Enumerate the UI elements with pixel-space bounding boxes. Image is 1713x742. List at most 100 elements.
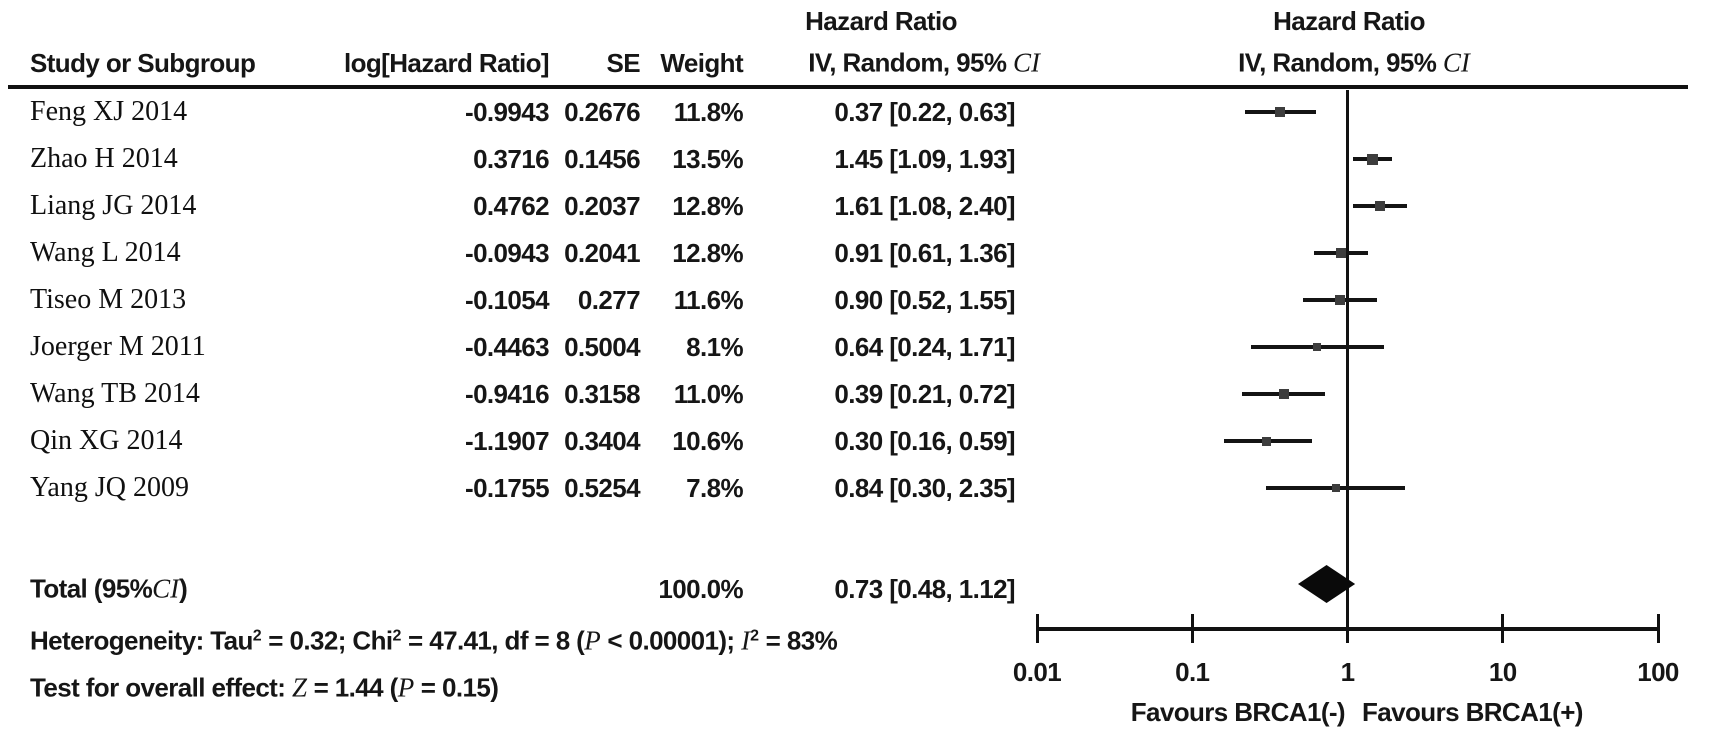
log-hr-value: -0.4463	[465, 332, 550, 362]
ci-value: 0.91 [0.61, 1.36]	[834, 238, 1015, 268]
text-segment: Z	[291, 672, 307, 703]
study-label: Qin XG 2014	[30, 425, 183, 456]
total-label: Total (95%CI)	[30, 573, 188, 604]
col-header-loghr: log[Hazard Ratio]	[343, 48, 550, 78]
log-hr-value: -0.9416	[465, 379, 550, 409]
study-label: Zhao H 2014	[30, 143, 178, 174]
text-segment: = 47.41, df = 8 (	[401, 625, 585, 656]
header-rule	[8, 85, 1688, 89]
effect-square	[1335, 295, 1346, 305]
plot-effect-title: Hazard Ratio	[1273, 6, 1425, 36]
total-weight: 100.0%	[658, 574, 743, 604]
study-label: Wang TB 2014	[30, 378, 200, 409]
col-header-study: Study or Subgroup	[30, 48, 256, 78]
log-hr-value: 0.3716	[473, 144, 550, 174]
col-header-method-plot: IV, Random, 95% CI	[1238, 47, 1470, 78]
study-label: Joerger M 2011	[30, 331, 206, 362]
se-value: 0.2037	[564, 191, 641, 221]
tick-label: 10	[1488, 657, 1517, 687]
tick-label: 1	[1340, 657, 1355, 687]
tick-label: 0.1	[1175, 657, 1210, 687]
text-segment: CI	[152, 573, 180, 604]
weight-value: 12.8%	[672, 191, 743, 221]
study-label: Wang L 2014	[30, 237, 181, 268]
se-value: 0.277	[577, 285, 641, 315]
se-value: 0.3158	[564, 379, 641, 409]
ci-value: 0.84 [0.30, 2.35]	[834, 473, 1015, 503]
se-value: 0.2041	[564, 238, 641, 268]
tick-label: 0.01	[1012, 657, 1062, 687]
text-segment: Heterogeneity: Tau	[30, 625, 253, 656]
log-hr-value: 0.4762	[473, 191, 550, 221]
weight-value: 10.6%	[672, 426, 743, 456]
se-value: 0.3404	[564, 426, 641, 456]
text-segment: = 1.44 (	[306, 672, 399, 703]
effect-square	[1331, 484, 1340, 492]
text-segment: IV, Random, 95%	[1238, 47, 1443, 78]
heterogeneity-text: Heterogeneity: Tau2 = 0.32; Chi2 = 47.41…	[30, 625, 838, 656]
weight-value: 12.8%	[672, 238, 743, 268]
effect-square	[1374, 201, 1385, 211]
weight-value: 11.0%	[673, 379, 744, 409]
ci-value: 0.90 [0.52, 1.55]	[834, 285, 1015, 315]
text-segment: P	[584, 625, 601, 656]
ci-value: 1.61 [1.08, 2.40]	[834, 191, 1015, 221]
study-label: Feng XJ 2014	[30, 96, 188, 127]
effect-square	[1275, 107, 1286, 117]
log-hr-value: -0.1755	[465, 473, 550, 503]
text-segment: = 0.32; Chi	[261, 625, 393, 656]
text-segment: 2	[750, 627, 760, 645]
effect-square	[1261, 436, 1271, 446]
weight-value: 11.8%	[673, 97, 744, 127]
text-segment: = 0.15)	[414, 672, 499, 703]
weight-value: 7.8%	[686, 473, 743, 503]
log-hr-value: -0.0943	[465, 238, 550, 268]
axis-tick	[1656, 614, 1660, 643]
table-effect-title: Hazard Ratio	[805, 6, 957, 36]
favours-left-label: Favours BRCA1(-)	[1130, 697, 1346, 727]
weight-value: 11.6%	[673, 285, 744, 315]
text-segment: < 0.00001);	[600, 625, 742, 656]
text-segment: CI	[1013, 47, 1040, 78]
ci-value: 1.45 [1.09, 1.93]	[834, 144, 1015, 174]
text-segment: IV, Random, 95%	[808, 47, 1013, 78]
se-value: 0.5254	[564, 473, 641, 503]
study-label: Tiseo M 2013	[30, 284, 187, 315]
ci-value: 0.39 [0.21, 0.72]	[834, 379, 1015, 409]
effect-square	[1313, 343, 1322, 351]
axis-tick	[1190, 614, 1194, 643]
text-segment: Test for overall effect:	[30, 672, 292, 703]
ci-value: 0.64 [0.24, 1.71]	[834, 332, 1015, 362]
text-segment: P	[397, 672, 415, 703]
tick-label: 100	[1637, 657, 1679, 687]
axis-tick	[1035, 614, 1039, 643]
axis-tick	[1346, 614, 1349, 643]
log-hr-value: -0.1054	[465, 285, 550, 315]
text-segment: I	[741, 625, 751, 656]
axis-tick	[1501, 614, 1505, 643]
text-segment: = 83%	[759, 625, 838, 656]
effect-square	[1336, 248, 1347, 258]
study-label: Liang JG 2014	[30, 190, 197, 221]
effect-square	[1367, 153, 1379, 165]
weight-value: 13.5%	[672, 144, 743, 174]
text-segment: Total (95%	[30, 573, 153, 604]
text-segment: CI	[1442, 47, 1470, 78]
null-line	[1346, 90, 1349, 629]
favours-right-label: Favours BRCA1(+)	[1362, 697, 1583, 727]
weight-value: 8.1%	[686, 332, 743, 362]
ci-value: 0.30 [0.16, 0.59]	[834, 426, 1015, 456]
col-header-se: SE	[606, 48, 641, 78]
study-label: Yang JQ 2009	[30, 472, 189, 503]
col-header-weight: Weight	[660, 48, 743, 78]
overall-effect-text: Test for overall effect: Z = 1.44 (P = 0…	[30, 672, 499, 703]
se-value: 0.2676	[564, 97, 641, 127]
text-segment: 2	[252, 627, 262, 645]
log-hr-value: -0.9943	[465, 97, 550, 127]
ci-value: 0.37 [0.22, 0.63]	[834, 97, 1015, 127]
text-segment: 2	[392, 627, 402, 645]
text-segment: )	[179, 573, 188, 604]
effect-square	[1279, 389, 1289, 399]
col-header-method-table: IV, Random, 95% CI	[808, 47, 1040, 78]
